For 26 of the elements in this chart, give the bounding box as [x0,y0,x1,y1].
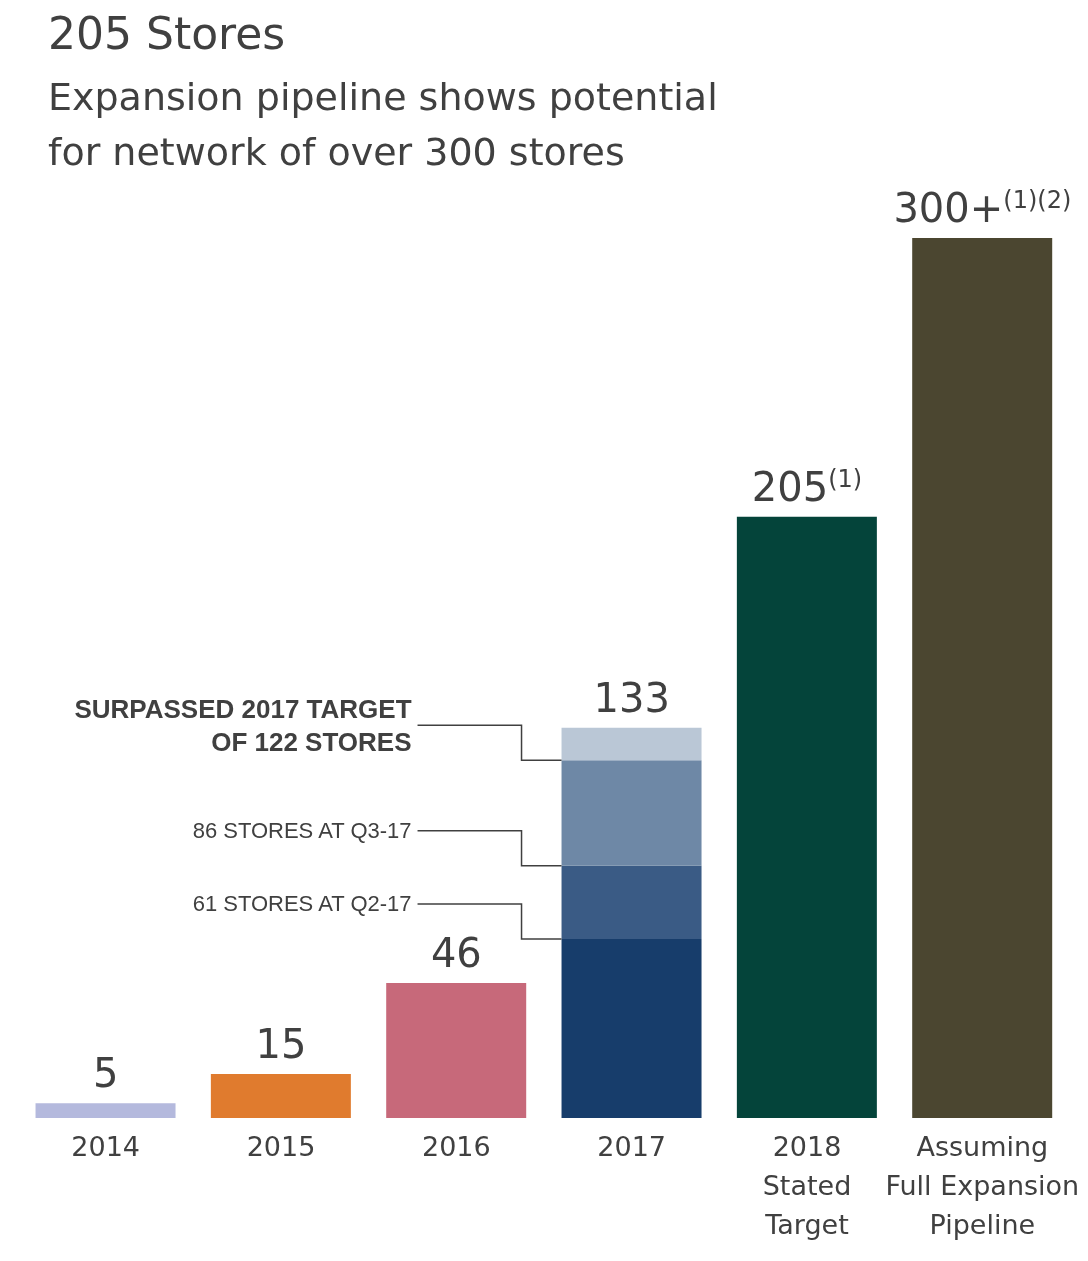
bar [561,865,702,940]
bar [561,939,702,1118]
bar [561,727,702,761]
data-label: 46 [430,930,482,977]
annotation: 86 STORES AT Q3-17 [191,816,412,845]
total-label: 133 [593,674,670,721]
data-label: 300+$^{(1)(2)}$ [893,185,1072,231]
data-label: 5 [92,1050,119,1097]
x-tick-label: 2017 [597,1131,667,1162]
x-tick-label: 2014 [71,1131,141,1162]
bar [736,516,877,1118]
chart-subtitle: Expansion pipeline shows potential for network of over 300 stores [48,74,719,177]
annotation: 61 STORES AT Q2-17 [191,890,412,918]
data-label: 15 [255,1021,307,1067]
x-tick-label: Assuming Full Expansion Pipeline [885,1131,1080,1240]
data-label: 205$^{(1)}$ [751,463,863,510]
x-tick-label: 2018 Stated Target [762,1131,852,1240]
bar [386,983,527,1118]
bar [912,238,1053,1118]
bar [561,760,702,866]
bar [35,1103,176,1118]
bar [210,1074,351,1118]
x-tick-label: 2015 [246,1131,316,1162]
x-tick-label: 2016 [421,1131,491,1162]
annotation: SURPASSED 2017 TARGET OF 122 STORES [73,692,412,758]
chart-title: 205 Stores [48,8,286,61]
